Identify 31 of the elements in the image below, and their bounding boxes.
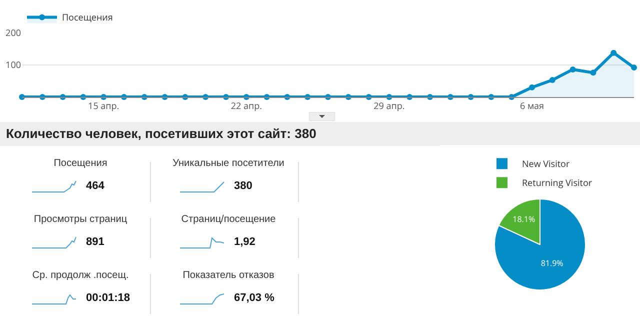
x-tick-label: 15 апр. <box>88 98 120 112</box>
point <box>631 64 637 71</box>
data-label: 18.1% <box>512 214 536 226</box>
text: 464 <box>86 180 104 192</box>
text: 380 <box>234 180 252 192</box>
text: Ср. продолж .посещ. <box>31 270 130 281</box>
text: 1,92 <box>234 236 256 248</box>
point <box>610 50 617 56</box>
data-label: 81.9% <box>540 258 564 270</box>
point <box>529 84 535 90</box>
y-tick-label: 100 <box>6 58 21 72</box>
legend-label: Returning Visitor <box>522 176 592 190</box>
x-tick-label: 6 мая <box>520 98 544 112</box>
text: Уникальные посетители <box>172 158 286 169</box>
legend-label: New Visitor <box>522 157 570 170</box>
legend-label: Посещения <box>62 10 113 24</box>
text: Страниц/посещение <box>180 214 277 225</box>
text: 67,03 % <box>234 292 274 304</box>
text: 891 <box>86 236 104 248</box>
text: Количество человек, посетивших этот сайт: 380 <box>0 122 640 146</box>
point <box>570 66 576 72</box>
point <box>590 70 596 76</box>
x-tick-label: 22 апр. <box>230 98 262 112</box>
text: Посещения <box>52 158 108 169</box>
y-tick-label: 200 <box>6 26 21 40</box>
x-tick-label: 29 апр. <box>374 98 405 112</box>
pie-slice <box>494 198 586 290</box>
text: 00:01:18 <box>86 292 130 304</box>
text: Просмотры страниц <box>32 214 128 225</box>
text: Показатель отказов <box>182 270 276 281</box>
point <box>549 77 556 84</box>
